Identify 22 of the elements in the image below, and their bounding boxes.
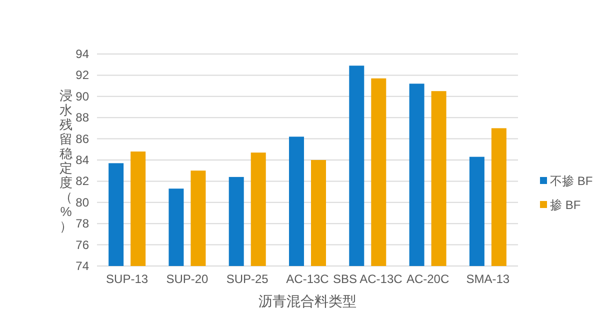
y-tick-label: 78 [76, 216, 90, 231]
legend-label: 不掺 BF [550, 174, 593, 188]
y-tick-label: 90 [76, 89, 90, 104]
legend-label: 掺 BF [550, 198, 581, 212]
text: 浸水残留稳定度（%） [60, 88, 72, 234]
y-tick-label: 92 [76, 68, 90, 82]
x-tick-label: SBS AC-13C [332, 272, 403, 286]
y-tick-label: 80 [76, 195, 90, 210]
x-axis-title: 沥青混合料类型 [258, 293, 356, 309]
y-tick-label: 94 [76, 47, 90, 61]
x-tick-label: SMA-13 [466, 272, 510, 286]
y-tick-label: 74 [76, 259, 90, 273]
x-tick-label: AC-20C [406, 272, 450, 286]
y-tick-label: 88 [76, 110, 90, 125]
y-tick-label: 76 [76, 238, 90, 252]
x-tick-label: SUP-25 [226, 272, 269, 286]
y-tick-label: 84 [76, 153, 90, 167]
x-tick-label: SUP-20 [166, 272, 209, 286]
x-tick-label: SUP-13 [106, 272, 148, 286]
y-tick-label: 82 [76, 174, 90, 188]
x-tick-label: AC-13C [286, 272, 330, 286]
y-tick-label: 86 [76, 132, 90, 146]
